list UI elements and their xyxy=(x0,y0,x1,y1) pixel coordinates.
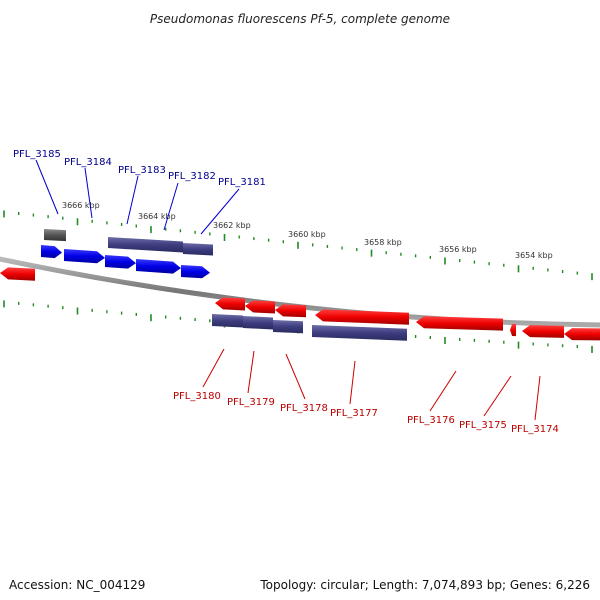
scale-ticks-top xyxy=(3,210,593,281)
gene-leader-line xyxy=(285,353,306,400)
scale-label: 3666 kbp xyxy=(62,201,100,210)
gene-feature[interactable] xyxy=(64,249,105,264)
gene-feature[interactable] xyxy=(44,229,66,242)
scale-label: 3664 kbp xyxy=(138,212,176,221)
gene-feature[interactable] xyxy=(105,255,136,269)
gene-leader-line xyxy=(84,167,93,219)
map-title: Pseudomonas fluorescens Pf-5, complete g… xyxy=(150,12,450,26)
gene-label[interactable]: PFL_3183 xyxy=(118,165,166,176)
gene-leader-line xyxy=(35,159,59,215)
gene-feature[interactable] xyxy=(522,325,564,338)
gene-feature[interactable] xyxy=(181,265,210,279)
gene-label[interactable]: PFL_3175 xyxy=(459,420,507,431)
gene-feature[interactable] xyxy=(315,309,409,325)
gene-feature[interactable] xyxy=(215,297,245,311)
gene-feature[interactable] xyxy=(243,316,273,330)
gene-feature[interactable] xyxy=(212,314,243,328)
gene-leader-line xyxy=(202,348,225,388)
gene-leader-line xyxy=(349,360,356,405)
gene-label[interactable]: PFL_3184 xyxy=(64,157,112,168)
gene-leader-line xyxy=(247,350,255,394)
gene-feature[interactable] xyxy=(510,324,516,337)
gene-leader-line xyxy=(483,375,512,417)
gene-label[interactable]: PFL_3174 xyxy=(511,424,559,435)
gene-feature[interactable] xyxy=(275,304,306,318)
gene-leader-line xyxy=(163,182,179,231)
scale-label: 3654 kbp xyxy=(515,251,553,260)
gene-leader-line xyxy=(200,188,240,235)
gene-feature[interactable] xyxy=(136,259,181,274)
gene-label[interactable]: PFL_3182 xyxy=(168,171,216,182)
scale-label: 3662 kbp xyxy=(213,221,251,230)
scale-label: 3658 kbp xyxy=(364,238,402,247)
gene-feature[interactable] xyxy=(183,243,213,256)
scale-labels: 3666 kbp 3664 kbp 3662 kbp 3660 kbp 3658 kbp… xyxy=(62,201,553,260)
gene-label[interactable]: PFL_3180 xyxy=(173,391,221,402)
gene-label-leaders xyxy=(35,159,541,421)
gene-feature[interactable] xyxy=(0,267,35,281)
topology-text: Topology: circular; Length: 7,074,893 bp… xyxy=(260,578,590,592)
gene-label[interactable]: PFL_3177 xyxy=(330,408,378,419)
gene-leader-line xyxy=(126,175,139,225)
scale-label: 3660 kbp xyxy=(288,230,326,239)
gene-feature[interactable] xyxy=(416,316,503,331)
gene-leader-line xyxy=(429,370,457,412)
gene-feature[interactable] xyxy=(312,325,407,341)
gene-label[interactable]: PFL_3181 xyxy=(218,177,266,188)
scale-label: 3656 kbp xyxy=(439,245,477,254)
gene-feature[interactable] xyxy=(41,245,62,259)
gene-label[interactable]: PFL_3179 xyxy=(227,397,275,408)
gene-label[interactable]: PFL_3185 xyxy=(13,149,61,160)
gene-feature[interactable] xyxy=(273,320,303,334)
gene-features xyxy=(0,229,600,341)
gene-feature[interactable] xyxy=(564,328,600,341)
gene-feature[interactable] xyxy=(245,300,275,314)
accession-text: Accession: NC_004129 xyxy=(9,578,146,592)
gene-label[interactable]: PFL_3178 xyxy=(280,403,328,414)
gene-leader-line xyxy=(534,375,541,421)
gene-feature[interactable] xyxy=(108,237,183,253)
gene-label[interactable]: PFL_3176 xyxy=(407,415,455,426)
